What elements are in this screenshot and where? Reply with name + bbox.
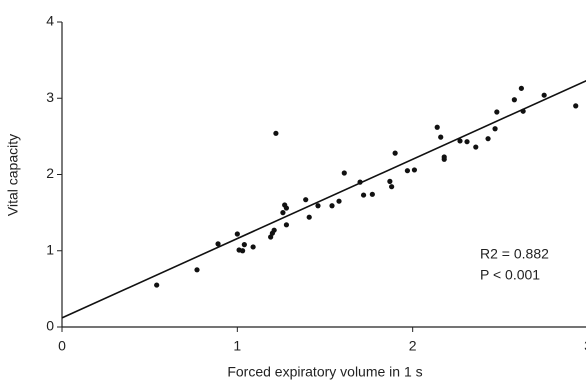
y-tick-label: 1 (46, 241, 54, 257)
point (271, 227, 277, 233)
y-tick-label: 0 (46, 318, 54, 334)
point (336, 198, 342, 204)
point (464, 139, 470, 145)
point (369, 191, 375, 197)
point (283, 222, 290, 228)
point (404, 168, 411, 174)
point (215, 241, 221, 247)
x-axis-label: Forced expiratory volume in 1 s (227, 364, 422, 380)
fit-line (61, 79, 586, 319)
y-tick-label: 4 (46, 13, 54, 29)
point (315, 203, 321, 209)
point (441, 154, 447, 160)
y-tick-label: 2 (46, 165, 54, 181)
y-axis-label: Vital capacity (5, 134, 21, 216)
point (239, 248, 246, 254)
point (573, 103, 579, 109)
annotation: P < 0.001 (480, 267, 540, 283)
point (392, 150, 398, 156)
point (283, 205, 290, 211)
point (389, 184, 395, 190)
point (494, 109, 500, 115)
point (234, 231, 240, 237)
point (280, 210, 286, 216)
point (329, 203, 335, 209)
point (273, 130, 279, 136)
x-tick-label: 2 (409, 338, 417, 354)
point (473, 144, 479, 150)
point (387, 178, 393, 184)
point (154, 282, 160, 288)
point (438, 134, 444, 140)
annotation: R2 = 0.882 (480, 246, 549, 262)
point (303, 197, 309, 203)
x-tick-label: 0 (58, 338, 66, 354)
point (457, 138, 463, 144)
point (492, 126, 498, 132)
x-tick-label: 3 (584, 338, 586, 354)
point (485, 136, 491, 142)
x-tick-label: 1 (233, 338, 241, 354)
point (250, 244, 256, 250)
point (434, 124, 440, 130)
point (360, 192, 367, 198)
y-tick-label: 3 (46, 89, 54, 105)
point (541, 92, 547, 98)
point (341, 170, 347, 176)
point (241, 242, 247, 248)
point (194, 267, 200, 273)
point (306, 214, 312, 220)
point (411, 167, 418, 173)
point (511, 97, 517, 103)
point (518, 85, 524, 91)
